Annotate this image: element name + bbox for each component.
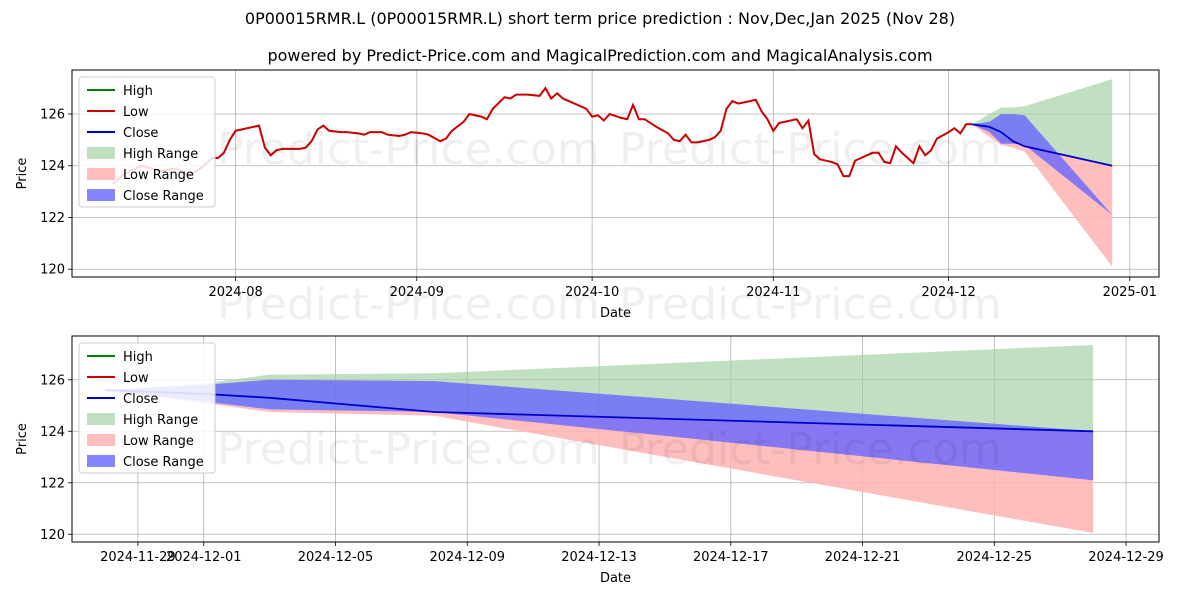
high-range-band (972, 79, 1113, 166)
x-tick-label: 2024-12-25 (957, 550, 1033, 565)
y-tick-label: 122 (40, 211, 65, 226)
legend: High Low Close High Range Low Range Close Ran… (78, 76, 216, 208)
y-tick-label: 126 (40, 107, 65, 122)
x-tick-label: 2024-08 (208, 285, 262, 300)
y-tick-label: 120 (40, 263, 65, 278)
legend-patch-swatch (87, 434, 115, 446)
legend-label: High (123, 350, 153, 365)
legend-label: Low Range (123, 168, 194, 183)
legend-label: Low (123, 105, 149, 120)
chart-subtitle: powered by Predict-Price.com and Magical… (267, 46, 933, 65)
legend-label: Low (123, 371, 149, 386)
x-tick-label: 2024-12-21 (825, 550, 901, 565)
close-range-band (972, 114, 1113, 215)
x-tick-label: 2024-12 (921, 285, 975, 300)
legend-label: Close (123, 126, 158, 141)
y-tick-label: 120 (40, 528, 65, 543)
x-tick-label: 2024-11-29 (100, 550, 176, 565)
legend-label: Close Range (123, 189, 204, 204)
x-axis-label: Date (600, 306, 631, 321)
legend-patch-swatch (87, 413, 115, 425)
y-tick-label: 124 (40, 159, 65, 174)
legend-patch-swatch (87, 189, 115, 201)
x-tick-label: 2024-10 (565, 285, 619, 300)
y-tick-label: 122 (40, 476, 65, 491)
x-tick-label: 2024-12-09 (429, 550, 505, 565)
legend-label: Close Range (123, 455, 204, 470)
legend: High Low Close High Range Low Range Close Ran… (78, 342, 216, 474)
y-tick-label: 126 (40, 373, 65, 388)
legend-label: Low Range (123, 434, 194, 449)
y-axis-label: Price (15, 158, 30, 190)
x-axis-label: Date (600, 571, 631, 586)
legend-label: High Range (123, 413, 198, 428)
legend-label: High Range (123, 147, 198, 162)
y-axis-label: Price (15, 423, 30, 455)
chart-title: 0P00015RMR.L (0P00015RMR.L) short term p… (244, 9, 956, 28)
legend-label: Close (123, 392, 158, 407)
x-tick-label: 2024-11 (746, 285, 800, 300)
legend-label: High (123, 84, 153, 99)
y-tick-label: 124 (40, 425, 65, 440)
x-tick-label: 2024-12-05 (298, 550, 374, 565)
x-tick-label: 2024-12-01 (166, 550, 242, 565)
chart-panel-1: 2024-08 2024-09 2024-10 2024-11 2024-12 2025-… (15, 69, 1160, 321)
legend-patch-swatch (87, 455, 115, 467)
low-price-line (112, 86, 972, 185)
x-tick-label: 2024-12-13 (561, 550, 637, 565)
x-tick-label: 2024-12-17 (693, 550, 769, 565)
x-tick-label: 2024-12-29 (1088, 550, 1164, 565)
low-range-band (972, 124, 1113, 267)
legend-patch-swatch (87, 168, 115, 180)
plot-frame (71, 69, 1160, 278)
plot-frame (71, 335, 1160, 543)
x-tick-label: 2025-01 (1103, 285, 1157, 300)
x-tick-label: 2024-09 (390, 285, 444, 300)
close-forecast-line (971, 123, 1113, 167)
legend-patch-swatch (87, 147, 115, 159)
